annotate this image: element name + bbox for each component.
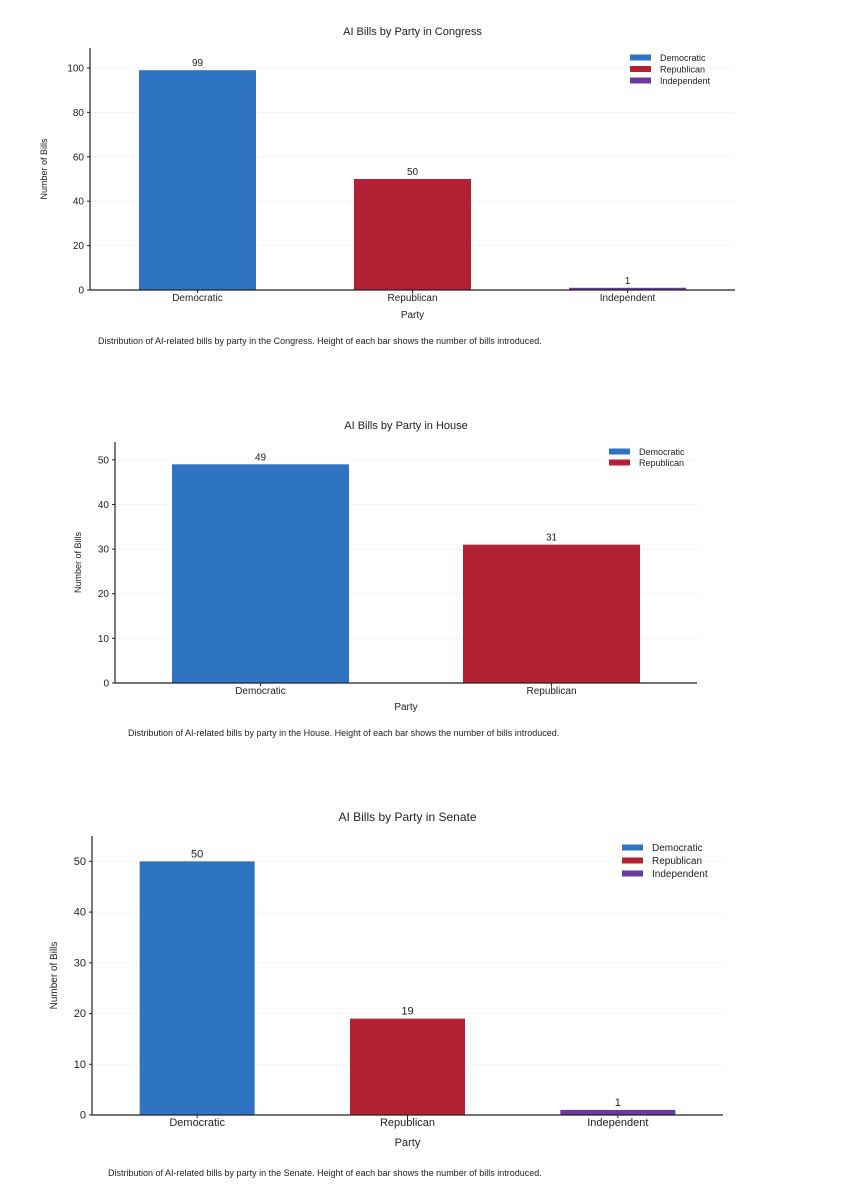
x-axis-label: Party: [395, 1137, 421, 1149]
legend-entry: Independent: [652, 869, 708, 880]
y-tick-label: 40: [98, 500, 110, 511]
x-tick-label: Independent: [600, 293, 656, 304]
y-tick-label: 80: [73, 108, 85, 119]
y-tick-label: 60: [73, 152, 85, 163]
bar-independent: [560, 1109, 676, 1115]
legend-swatch: [609, 459, 630, 466]
x-axis-label: Party: [401, 310, 424, 321]
legend-entry: Democratic: [652, 843, 703, 854]
y-tick-label: 10: [74, 1059, 86, 1071]
data-label: 1: [615, 1097, 621, 1109]
bar-chart-senate: AI Bills by Party in Senate 0 10 20 30 40 50 50…: [49, 810, 723, 1149]
data-label: 19: [401, 1006, 413, 1018]
legend-entry: Republican: [639, 458, 684, 468]
bar-chart-congress: AI Bills by Party in Congress 0 20 40 60 80 10…: [39, 26, 735, 321]
x-tick-label: Independent: [587, 1117, 648, 1129]
legend-swatch: [622, 844, 643, 851]
bar-independent: [569, 287, 686, 290]
legend-swatch: [609, 448, 630, 455]
y-tick-label: 50: [98, 455, 110, 466]
legend-entry: Democratic: [660, 53, 706, 63]
x-tick-label: Democratic: [172, 293, 223, 304]
y-axis-label: Number of Bills: [49, 942, 60, 1010]
legend-entry: Democratic: [639, 447, 685, 457]
y-axis-label: Number of Bills: [39, 138, 49, 200]
chart-panel-congress: AI Bills by Party in Congress 0 20 40 60 80 10…: [0, 0, 854, 360]
y-tick-label: 30: [98, 545, 110, 556]
data-label: 1: [625, 276, 631, 287]
legend-entry: Republican: [652, 856, 702, 867]
legend-swatch: [630, 66, 651, 72]
legend-swatch: [622, 857, 643, 864]
x-tick-label: Republican: [526, 686, 576, 697]
y-tick-label: 40: [73, 197, 85, 208]
y-tick-label: 20: [98, 589, 110, 600]
legend-entry: Republican: [660, 65, 705, 75]
x-tick-label: Democratic: [235, 686, 286, 697]
bar-chart-house: AI Bills by Party in House 0 10 20 30 40 50 49 D…: [73, 420, 697, 713]
data-label: 49: [255, 452, 267, 463]
y-axis-label: Number of Bills: [73, 531, 83, 593]
chart-caption: Distribution of AI-related bills by part…: [128, 728, 560, 738]
chart-panel-house: AI Bills by Party in House 0 10 20 30 40 50 49 D…: [73, 420, 697, 738]
y-tick-label: 40: [74, 907, 86, 919]
bar-democratic: [139, 861, 255, 1115]
y-tick-label: 100: [67, 63, 84, 74]
bar-republican: [354, 178, 471, 290]
y-tick-label: 0: [78, 286, 84, 297]
legend-swatch: [622, 870, 643, 877]
y-tick-label: 20: [74, 1008, 86, 1020]
bar-democratic: [139, 70, 256, 290]
y-tick-label: 0: [80, 1110, 86, 1122]
x-axis-label: Party: [394, 702, 417, 713]
bar-republican: [350, 1018, 465, 1115]
y-tick-label: 0: [103, 679, 109, 690]
x-tick-label: Republican: [380, 1117, 435, 1129]
x-tick-label: Democratic: [169, 1117, 225, 1129]
legend-swatch: [630, 77, 651, 84]
data-label: 31: [546, 533, 558, 544]
chart-caption: Distribution of AI-related bills by part…: [98, 336, 542, 346]
bar-republican: [463, 544, 640, 683]
y-tick-label: 20: [73, 241, 85, 252]
y-tick-label: 30: [74, 957, 86, 969]
legend-entry: Independent: [660, 76, 711, 86]
legend-swatch: [630, 54, 651, 61]
chart-title: AI Bills by Party in Congress: [343, 26, 482, 38]
x-tick-label: Republican: [387, 293, 437, 304]
data-label: 50: [191, 848, 203, 860]
data-label: 99: [192, 58, 204, 69]
chart-caption: Distribution of AI-related bills by part…: [108, 1168, 542, 1178]
chart-title: AI Bills by Party in House: [344, 420, 468, 432]
y-tick-label: 50: [74, 856, 86, 868]
chart-title: AI Bills by Party in Senate: [338, 810, 476, 824]
data-label: 50: [407, 167, 419, 178]
y-tick-label: 10: [98, 634, 110, 645]
bar-democratic: [172, 464, 349, 683]
